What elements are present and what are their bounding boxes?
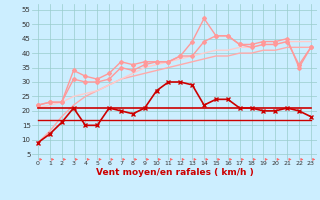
X-axis label: Vent moyen/en rafales ( km/h ): Vent moyen/en rafales ( km/h ) xyxy=(96,168,253,177)
